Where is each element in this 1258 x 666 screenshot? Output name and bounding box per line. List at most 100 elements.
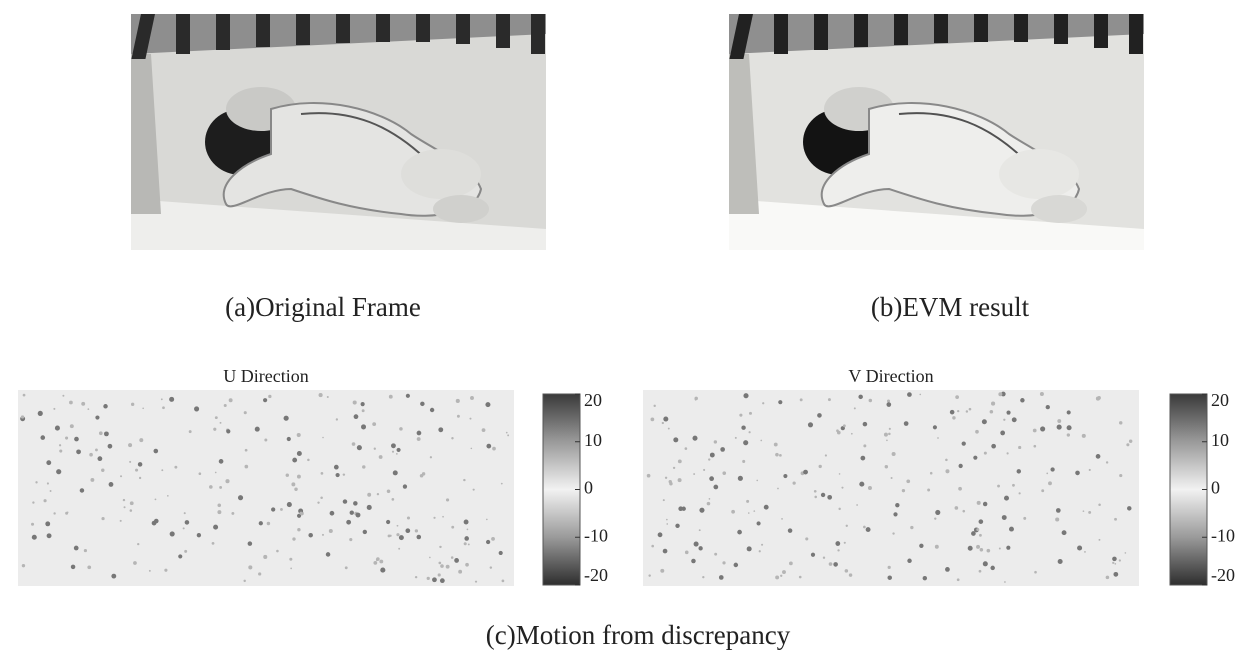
speckle bbox=[1050, 467, 1054, 471]
speckle bbox=[660, 569, 664, 573]
colorbar-tick-label: 20 bbox=[1211, 390, 1229, 410]
speckle bbox=[743, 440, 748, 445]
speckle bbox=[386, 520, 390, 524]
speckle bbox=[991, 402, 995, 406]
speckle bbox=[720, 447, 725, 452]
colorbar-tick-label: -20 bbox=[1211, 565, 1235, 585]
speckle bbox=[458, 570, 462, 574]
speckle bbox=[248, 541, 253, 546]
speckle bbox=[889, 428, 891, 430]
speckle bbox=[353, 501, 358, 506]
speckle bbox=[499, 551, 503, 555]
speckle bbox=[162, 406, 165, 409]
speckle bbox=[287, 502, 292, 507]
figure-caption: (c)Motion from discrepancy bbox=[486, 620, 791, 650]
speckle bbox=[231, 512, 234, 515]
speckle bbox=[1112, 557, 1117, 562]
speckle bbox=[1096, 454, 1101, 459]
speckle bbox=[863, 526, 866, 529]
speckle bbox=[845, 569, 849, 573]
speckle bbox=[1004, 496, 1009, 501]
speckle bbox=[962, 441, 966, 445]
speckle bbox=[775, 453, 779, 457]
speckle bbox=[465, 563, 469, 567]
speckle bbox=[884, 433, 888, 437]
speckle bbox=[468, 543, 470, 545]
speckle bbox=[748, 512, 750, 514]
speckle bbox=[89, 453, 93, 457]
speckle bbox=[866, 527, 871, 532]
speckle bbox=[74, 437, 79, 442]
speckle bbox=[699, 508, 704, 513]
speckle bbox=[691, 559, 696, 564]
speckle bbox=[719, 575, 724, 580]
speckle bbox=[1082, 434, 1086, 438]
speckle bbox=[292, 537, 295, 540]
speckle bbox=[197, 533, 201, 537]
speckle bbox=[367, 493, 371, 497]
speckle bbox=[55, 426, 60, 431]
colorbar-tick-label: 20 bbox=[584, 390, 602, 410]
speckle bbox=[213, 428, 216, 431]
speckle bbox=[473, 489, 475, 491]
speckle bbox=[350, 511, 354, 515]
speckle bbox=[699, 529, 701, 531]
speckle bbox=[1067, 425, 1072, 430]
speckle bbox=[904, 421, 909, 426]
speckle bbox=[217, 510, 221, 514]
speckle bbox=[268, 395, 271, 398]
speckle bbox=[451, 526, 454, 529]
speckle bbox=[87, 565, 91, 569]
speckle bbox=[979, 519, 984, 524]
speckle bbox=[53, 512, 55, 514]
speckle bbox=[396, 533, 399, 536]
speckle bbox=[65, 512, 68, 515]
speckle bbox=[678, 478, 682, 482]
speckle bbox=[1057, 419, 1061, 423]
speckle bbox=[101, 517, 104, 520]
speckle bbox=[420, 402, 424, 406]
speckle bbox=[131, 403, 134, 406]
speckle bbox=[648, 574, 650, 576]
speckle bbox=[345, 566, 348, 569]
speckle bbox=[380, 568, 385, 573]
speckle bbox=[84, 549, 87, 552]
speckle bbox=[164, 569, 167, 572]
speckle bbox=[95, 415, 99, 419]
speckle bbox=[703, 469, 705, 471]
speckle bbox=[759, 550, 761, 552]
speckle bbox=[264, 439, 267, 442]
speckle bbox=[808, 422, 813, 427]
speckle bbox=[108, 444, 113, 449]
speckle bbox=[1096, 397, 1100, 401]
speckle bbox=[764, 505, 769, 510]
speckle bbox=[837, 549, 839, 551]
speckle bbox=[438, 427, 443, 432]
speckle bbox=[506, 432, 508, 434]
speckle bbox=[406, 394, 410, 398]
speckle bbox=[1058, 559, 1063, 564]
speckle bbox=[320, 496, 323, 499]
speckle bbox=[1062, 530, 1067, 535]
speckle bbox=[343, 473, 345, 475]
speckle bbox=[502, 580, 505, 583]
speckle bbox=[213, 525, 218, 530]
speckle bbox=[827, 495, 832, 500]
speckle bbox=[463, 479, 465, 481]
map-title: V Direction bbox=[848, 366, 933, 386]
speckle bbox=[308, 533, 313, 538]
speckle bbox=[902, 489, 905, 492]
speckle bbox=[869, 399, 872, 402]
speckle bbox=[828, 398, 831, 401]
speckle bbox=[983, 502, 987, 506]
speckle bbox=[238, 495, 243, 500]
speckle bbox=[1023, 517, 1026, 520]
speckle bbox=[980, 548, 984, 552]
speckle bbox=[739, 414, 742, 417]
speckle bbox=[885, 465, 888, 468]
speckle bbox=[781, 518, 783, 520]
speckle bbox=[991, 444, 996, 449]
speckle bbox=[47, 533, 52, 538]
speckle bbox=[698, 546, 702, 550]
speckle bbox=[271, 507, 275, 511]
